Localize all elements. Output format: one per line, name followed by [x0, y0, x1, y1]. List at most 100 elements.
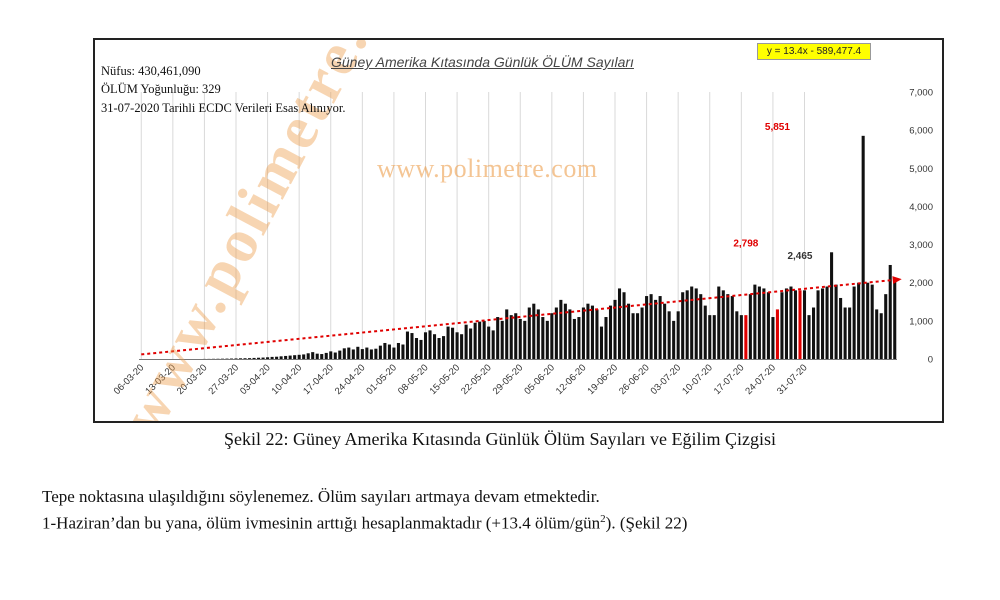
bar — [753, 284, 757, 359]
bar — [830, 252, 834, 359]
bar — [293, 355, 297, 359]
bar — [825, 286, 829, 359]
bar — [554, 307, 558, 359]
bar — [550, 313, 554, 359]
bar — [252, 357, 256, 359]
bar — [369, 349, 373, 359]
bar — [234, 358, 238, 360]
bar — [446, 326, 450, 359]
x-tick-label: 10-04-20 — [270, 362, 305, 397]
bar — [649, 294, 653, 359]
bar — [789, 286, 793, 359]
bar — [315, 353, 319, 359]
bar — [676, 311, 680, 359]
bar — [645, 296, 649, 359]
bar — [599, 326, 604, 359]
bar — [839, 297, 843, 359]
bar — [690, 286, 694, 359]
y-tick-label: 4,000 — [909, 202, 933, 213]
bar — [843, 307, 847, 359]
bar — [414, 338, 419, 359]
paragraph-2-main: 1-Haziran’dan bu yana, ölüm ivmesinin ar… — [42, 513, 601, 533]
bar — [306, 353, 310, 359]
bar — [487, 326, 491, 359]
bar — [852, 286, 856, 359]
trend-equation-box: y = 13.4x - 589,477.4 — [757, 43, 871, 60]
bar — [771, 317, 775, 359]
bar — [590, 305, 594, 359]
bar — [608, 305, 613, 359]
bar — [365, 347, 369, 359]
bar — [284, 355, 288, 359]
bar — [627, 303, 631, 359]
bar — [527, 307, 531, 359]
bar — [266, 357, 270, 359]
bar — [442, 336, 446, 359]
x-tick-label: 03-04-20 — [238, 362, 273, 397]
bar — [640, 307, 644, 359]
bar — [762, 288, 766, 359]
bar — [848, 307, 852, 359]
bar — [622, 292, 626, 359]
bar — [807, 315, 811, 359]
x-tick-label: 22-05-20 — [459, 362, 494, 397]
bar — [378, 345, 382, 359]
bar — [509, 315, 513, 359]
bar — [857, 282, 861, 359]
bar — [834, 284, 838, 359]
bar — [748, 294, 752, 359]
y-tick-label: 5,000 — [909, 164, 933, 175]
bar — [523, 320, 527, 359]
bar-value-label: 2,798 — [733, 238, 758, 249]
bar — [248, 358, 252, 359]
bar — [338, 350, 342, 359]
bar — [356, 346, 360, 359]
bar — [405, 331, 409, 359]
bar — [270, 356, 274, 359]
y-tick-label: 0 — [928, 355, 933, 366]
x-tick-label: 26-06-20 — [617, 362, 652, 397]
trendline — [141, 278, 897, 356]
bar — [821, 288, 825, 359]
bar — [514, 313, 518, 359]
bar — [297, 354, 301, 359]
x-tick-label: 05-06-20 — [522, 362, 557, 397]
bar — [816, 290, 820, 359]
bar — [586, 303, 590, 359]
bar — [712, 315, 716, 359]
x-tick-label: 24-04-20 — [333, 362, 368, 397]
bar — [793, 290, 798, 359]
chart-frame: 2,798 5,851 2,465 0 1,000 2,000 3,000 4,000 5,0… — [93, 38, 944, 423]
bar — [496, 317, 500, 359]
trendline-arrow — [892, 276, 902, 285]
bar — [374, 348, 378, 359]
bar — [383, 342, 387, 359]
bar — [536, 309, 540, 359]
bar — [658, 296, 662, 359]
bar — [360, 349, 364, 359]
bar — [324, 352, 328, 359]
bar — [875, 309, 879, 359]
bar — [784, 288, 788, 359]
bar — [663, 303, 667, 359]
bar — [870, 284, 874, 359]
bar-chart: 2,798 5,851 2,465 0 1,000 2,000 3,000 4,000 5,0… — [107, 40, 933, 421]
bar — [545, 320, 549, 359]
y-tick-label: 6,000 — [909, 126, 933, 137]
bar — [888, 264, 892, 359]
paragraph-2: 1-Haziran’dan bu yana, ölüm ivmesinin ar… — [42, 513, 687, 534]
x-tick-label: 15-05-20 — [428, 362, 463, 397]
x-tick-label: 12-06-20 — [554, 362, 589, 397]
bar — [279, 356, 283, 359]
bar — [884, 294, 888, 359]
death-density-label: ÖLÜM Yoğunluğu: 329 — [101, 82, 221, 96]
bar — [351, 349, 355, 359]
bar — [572, 318, 576, 359]
bar — [699, 294, 703, 359]
y-tick-label: 2,000 — [909, 278, 933, 289]
bar — [451, 327, 455, 359]
bar — [333, 352, 337, 359]
x-tick-label: 08-05-20 — [396, 362, 431, 397]
bar-value-label: 2,465 — [787, 251, 812, 262]
bar — [559, 299, 563, 359]
